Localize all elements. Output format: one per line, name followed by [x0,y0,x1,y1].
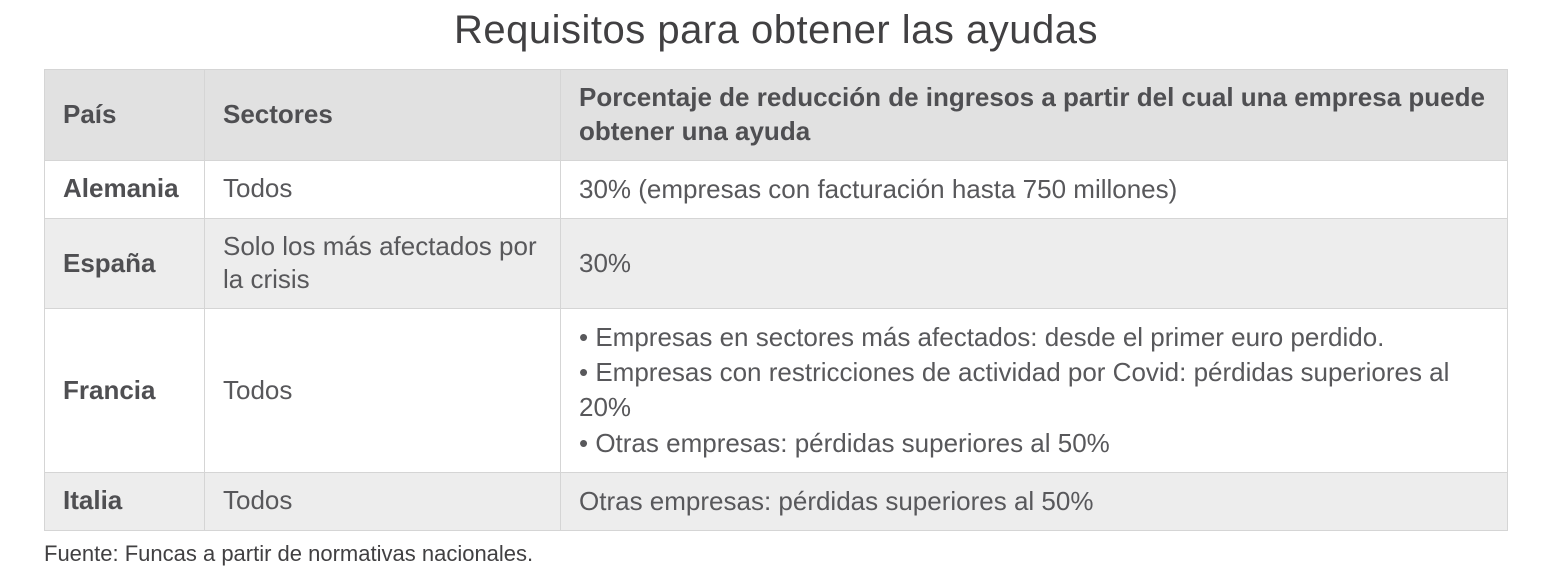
cell-sectores: Todos [204,308,561,473]
header-cell-porcentaje: Porcentaje de reducción de ingresos a pa… [560,69,1508,161]
table-row-italia: Italia Todos Otras empresas: pérdidas su… [44,471,1508,531]
requisito-line: • Otras empresas: pérdidas superiores al… [579,427,1110,458]
requisito-line: 30% (empresas con facturación hasta 750 … [579,173,1178,204]
header-row: País Sectores Porcentaje de reducción de… [44,69,1508,161]
table-header: País Sectores Porcentaje de reducción de… [44,69,1508,161]
table-row-espana: España Solo los más afectados por la cri… [44,217,1508,310]
source-row: Fuente: Funcas a partir de normativas na… [44,541,1508,572]
cell-sectores: Solo los más afectados por la crisis [204,217,561,310]
cell-sectores: Todos [204,471,561,531]
cell-sectores: Todos [204,159,561,219]
cell-requisito: • Empresas en sectores más afectados: de… [560,308,1508,473]
cell-requisito: Otras empresas: pérdidas superiores al 5… [560,471,1508,531]
aid-requirements-table: País Sectores Porcentaje de reducción de… [44,69,1508,531]
requisito-line: Otras empresas: pérdidas superiores al 5… [579,485,1094,516]
source-text: Fuente: Funcas a partir de normativas na… [44,540,534,566]
table-row-francia: Francia Todos • Empresas en sectores más… [44,308,1508,473]
header-cell-pais: País [44,69,205,161]
cell-pais: Italia [44,471,205,531]
cell-pais: España [44,217,205,310]
requisito-line: • Empresas en sectores más afectados: de… [579,322,1385,353]
requisito-line: 30% [579,247,632,278]
cell-pais: Alemania [44,159,205,219]
page-title: Requisitos para obtener las ayudas [453,8,1099,52]
table-row-alemania: Alemania Todos 30% (empresas con factura… [44,159,1508,219]
requisito-line: • Empresas con restricciones de activida… [579,357,1450,423]
header-cell-sectores: Sectores [204,69,561,161]
cell-pais: Francia [44,308,205,473]
cell-requisito: 30% (empresas con facturación hasta 750 … [560,159,1508,219]
table-body: Alemania Todos 30% (empresas con factura… [44,159,1508,531]
cell-requisito: 30% [560,217,1508,310]
